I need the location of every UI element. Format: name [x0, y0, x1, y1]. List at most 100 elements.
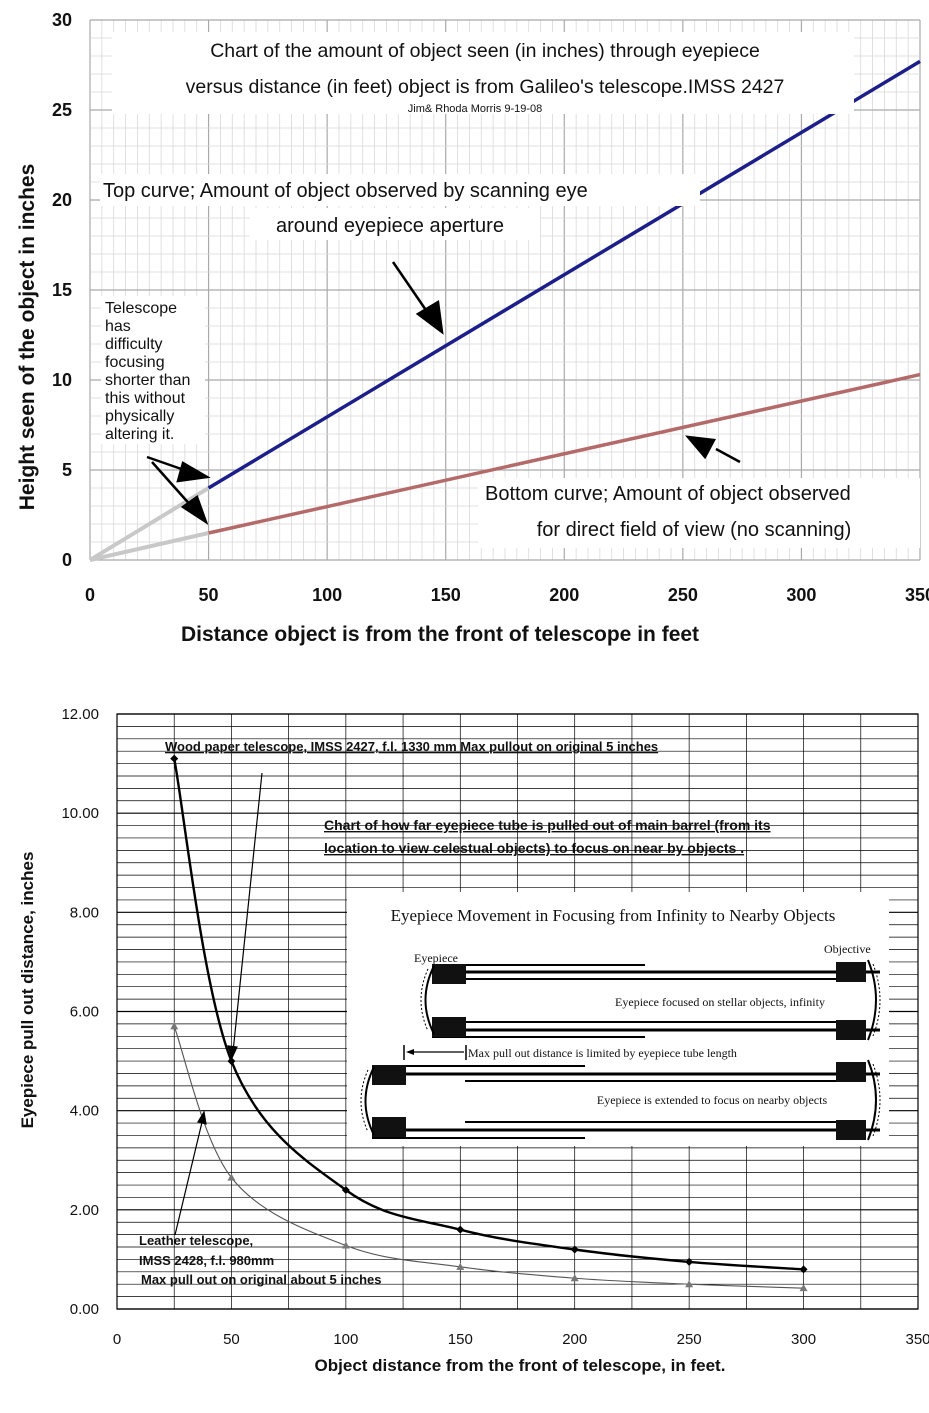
objective-block — [836, 1120, 866, 1140]
focus-note: Telescope has difficulty focusing shorte… — [105, 300, 190, 443]
y-tick-label: 12.00 — [61, 706, 99, 723]
bottom-chart-title: Chart of how far eyepiece tube is pulled… — [324, 817, 771, 833]
y-tick-label: 15 — [52, 280, 72, 300]
bottom-curve-annotation-line2: for direct field of view (no scanning) — [537, 519, 852, 541]
bottom-series — [170, 754, 808, 1292]
x-tick-label: 300 — [786, 585, 816, 605]
y-tick-label: 4.00 — [70, 1103, 99, 1120]
max-pullout-label: Max pull out distance is limited by eyep… — [468, 1046, 737, 1060]
x-tick-label: 200 — [562, 1331, 587, 1348]
focus-note-line: has — [105, 318, 131, 335]
leather-telescope-annotation-line3: Max pull out on original about 5 inches — [141, 1272, 382, 1287]
top-title-box — [112, 32, 854, 114]
focus-note-line: altering it. — [105, 426, 174, 443]
series-line — [173, 758, 804, 1271]
top-chart-title-line2: versus distance (in feet) object is from… — [186, 76, 785, 98]
arrow-head-icon — [227, 1045, 238, 1060]
eyepiece-lens-hatch — [420, 968, 429, 1032]
top-curve-note-bg — [100, 174, 700, 206]
focus-note-line: Telescope — [105, 300, 177, 317]
x-tick-label: 0 — [85, 585, 95, 605]
top-y-axis-label: Height seen of the object in inches — [16, 164, 39, 511]
eyepiece-block — [432, 964, 466, 984]
inset-title: Eyepiece Movement in Focusing from Infin… — [391, 906, 836, 925]
y-tick-label: 20 — [52, 190, 72, 210]
bottom-y-axis-label: Eyepiece pull out distance, inches — [18, 852, 37, 1129]
x-tick-label: 50 — [199, 585, 219, 605]
top-x-axis-label: Distance object is from the front of tel… — [181, 623, 699, 646]
y-tick-label: 0.00 — [70, 1301, 99, 1318]
data-point-triangle — [685, 1280, 694, 1288]
objective-lens-hatch — [872, 1063, 881, 1137]
x-tick-label: 0 — [113, 1331, 121, 1348]
data-point-diamond — [227, 1057, 236, 1066]
x-tick-label: 150 — [431, 585, 461, 605]
inset-eyepiece-label: Eyepiece — [414, 951, 458, 965]
eyepiece-block — [372, 1065, 406, 1085]
eyepiece-lens-hatch — [360, 1069, 369, 1133]
data-point-diamond — [570, 1245, 579, 1254]
x-tick-label: 200 — [549, 585, 579, 605]
y-tick-label: 0 — [62, 550, 72, 570]
arrow-left-icon — [406, 1049, 414, 1055]
data-point-triangle — [456, 1262, 465, 1270]
arrow-to-bottom-start — [151, 461, 194, 509]
x-tick-label: 250 — [677, 1331, 702, 1348]
focus-note-line: difficulty — [105, 336, 163, 353]
y-tick-label: 30 — [52, 10, 72, 30]
objective-block — [836, 1020, 866, 1040]
objective-lens — [867, 1059, 877, 1141]
arrow-to-top-curve — [391, 261, 432, 317]
arrow-head-icon — [180, 495, 209, 526]
arrow-to-leather-curve — [174, 1117, 204, 1236]
leather-telescope-annotation: Leather telescope, — [139, 1233, 253, 1248]
bottom-arrows — [174, 772, 263, 1236]
series-line — [208, 372, 921, 535]
y-tick-label: 25 — [52, 100, 72, 120]
x-tick-label: 100 — [312, 585, 342, 605]
series-extrapolation-line — [89, 531, 210, 562]
y-tick-label: 5 — [62, 460, 72, 480]
arrow-head-icon — [176, 461, 211, 483]
data-point-triangle — [570, 1274, 579, 1282]
top-chart-credit: Jim& Rhoda Morris 9-19-08 — [408, 103, 543, 115]
data-point-triangle — [799, 1284, 808, 1292]
series-extrapolation-line — [88, 486, 210, 562]
focus-note-bg — [101, 296, 205, 444]
x-tick-label: 350 — [905, 585, 929, 605]
objective-block — [836, 1062, 866, 1082]
bottom-chart-title-line2: location to view celestual objects) to f… — [324, 840, 744, 856]
x-tick-label: 300 — [791, 1331, 816, 1348]
data-point-triangle — [170, 1022, 179, 1030]
arrow-head-icon — [197, 1110, 207, 1125]
eyepiece-lens — [364, 1066, 375, 1136]
data-point-diamond — [341, 1186, 350, 1194]
arrow-to-wood-curve — [232, 772, 263, 1053]
wood-telescope-annotation: Wood paper telescope, IMSS 2427, f.l. 13… — [165, 739, 658, 754]
focus-note-line: focusing — [105, 354, 165, 371]
top-chart-title: Chart of the amount of object seen (in i… — [210, 40, 760, 62]
data-point-triangle — [227, 1173, 236, 1181]
bottom-tick-labels: 0 50 100 150 200 250 300 350 0.00 2.00 4.00 6.00 8.0… — [61, 706, 929, 1348]
y-tick-label: 10.00 — [61, 805, 99, 822]
top-arrows — [146, 261, 741, 526]
x-tick-label: 100 — [333, 1331, 358, 1348]
x-tick-label: 50 — [223, 1331, 240, 1348]
eyepiece-lens — [424, 965, 435, 1035]
bottom-curve-note-bg — [478, 478, 920, 548]
focus-note-line: this without — [105, 390, 186, 407]
top-curve-annotation: Top curve; Amount of object observed by … — [103, 180, 588, 202]
y-tick-label: 6.00 — [70, 1004, 99, 1021]
telescope-focused-diagram: Eyepiece focused on stellar objects, inf… — [420, 959, 881, 1041]
top-series — [88, 59, 921, 562]
arrow-head-icon — [684, 435, 716, 460]
y-tick-label: 8.00 — [70, 904, 99, 921]
bottom-x-axis-label: Object distance from the front of telesc… — [315, 1356, 726, 1375]
data-point-diamond — [456, 1225, 465, 1234]
eyepiece-inset: Eyepiece Movement in Focusing from Infin… — [347, 892, 889, 1146]
x-tick-label: 250 — [668, 585, 698, 605]
inset-objective-label: Objective — [824, 942, 871, 956]
top-curve-note-bg2 — [250, 208, 540, 240]
objective-block — [836, 962, 866, 982]
